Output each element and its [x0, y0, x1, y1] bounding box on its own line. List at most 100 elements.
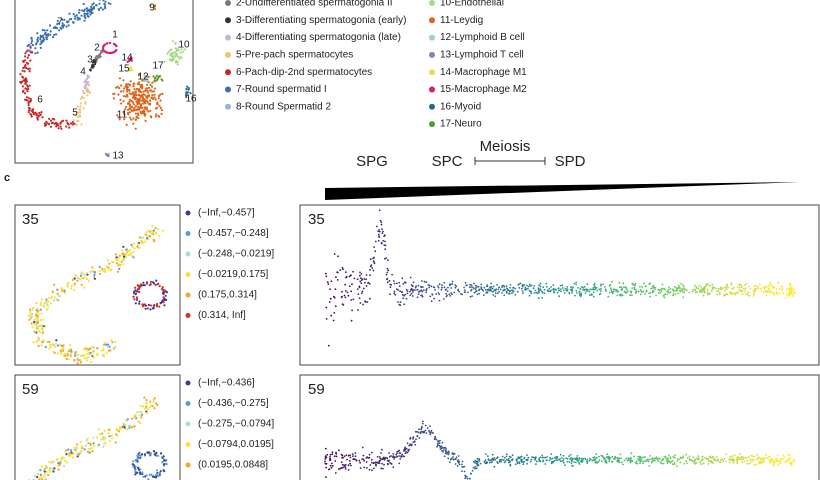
cell-dot — [384, 234, 386, 237]
cell-dot — [185, 95, 188, 99]
cell-dot — [26, 96, 29, 99]
cell-dot — [671, 463, 674, 465]
cell-dot — [490, 286, 493, 288]
cell-dot — [593, 456, 596, 459]
cell-dot — [651, 287, 654, 289]
cell-dot — [65, 125, 68, 128]
cell-dot — [126, 111, 130, 115]
cell-dot — [425, 291, 428, 294]
pseudotime-wedge — [325, 182, 800, 200]
cell-dot — [112, 51, 115, 54]
cell-dot — [572, 286, 574, 288]
cell-dot — [64, 450, 67, 453]
cell-dot — [41, 324, 44, 327]
cell-dot — [387, 269, 390, 272]
cell-dot — [45, 36, 48, 39]
cell-dot — [752, 290, 755, 292]
cell-dot — [663, 296, 666, 299]
cell-dot — [86, 437, 89, 440]
cell-dot — [592, 295, 595, 298]
cell-dot — [85, 12, 88, 15]
cell-dot — [40, 111, 43, 114]
cell-dot — [520, 287, 523, 290]
cell-dot — [161, 92, 164, 95]
cell-dot — [388, 452, 390, 454]
cell-dot — [502, 459, 505, 462]
cell-dot — [372, 260, 375, 263]
cell-dot — [412, 438, 414, 440]
cell-dot — [568, 291, 571, 294]
cell-dot — [612, 290, 615, 293]
cell-dot — [37, 329, 40, 332]
cell-dot — [441, 284, 443, 287]
cell-dot — [690, 459, 693, 461]
cell-dot — [771, 459, 774, 462]
cell-dot — [103, 2, 106, 5]
cell-dot — [141, 96, 145, 99]
cell-dot — [79, 102, 82, 105]
cell-dot — [448, 293, 451, 296]
cell-dot — [634, 288, 637, 291]
cell-dot — [771, 291, 773, 294]
cell-dot — [105, 153, 108, 156]
cell-dot — [454, 284, 457, 286]
cell-dot — [767, 289, 769, 292]
cell-dot — [156, 454, 160, 457]
cell-dot — [489, 459, 492, 462]
cell-dot — [685, 453, 687, 456]
cell-dot — [769, 290, 772, 293]
cell-dot — [139, 456, 142, 459]
cell-dot — [562, 454, 565, 457]
cell-dot — [523, 456, 526, 459]
cell-dot — [140, 91, 143, 94]
cell-dot — [664, 455, 667, 458]
cell-dot — [496, 284, 498, 286]
cell-dot — [83, 12, 86, 15]
cell-dot — [788, 291, 791, 294]
cell-dot — [158, 115, 161, 118]
cell-dot — [345, 271, 347, 273]
cell-dot — [676, 458, 679, 461]
cell-dot — [629, 457, 632, 460]
cell-dot — [139, 86, 142, 89]
cell-dot — [429, 425, 431, 427]
cell-dot — [788, 457, 790, 460]
cell-dot — [133, 286, 137, 289]
cell-dot — [37, 344, 40, 347]
cell-dot — [518, 461, 520, 463]
legend-label: 2-Undifferentiated spermatogonia II — [236, 0, 393, 9]
cell-dot — [91, 3, 94, 6]
cell-dot — [22, 89, 25, 92]
cell-dot — [677, 292, 679, 295]
cell-dot — [782, 292, 785, 295]
cell-dot — [418, 437, 421, 439]
cell-dot — [486, 285, 489, 288]
cell-dot — [145, 87, 148, 90]
cell-dot — [163, 298, 166, 302]
cell-dot — [110, 434, 113, 437]
cell-dot — [616, 294, 619, 297]
cell-dot — [749, 459, 752, 462]
cell-dot — [117, 256, 120, 259]
cell-dot — [63, 291, 67, 295]
cell-dot — [428, 429, 430, 432]
cell-dot — [669, 456, 672, 458]
cell-dot — [619, 293, 621, 296]
cell-dot — [443, 447, 445, 449]
cell-dot — [184, 94, 188, 97]
cell-dot — [135, 87, 138, 91]
cell-dot — [349, 456, 352, 459]
cell-dot — [578, 457, 581, 459]
cell-dot — [443, 298, 445, 300]
cell-dot — [446, 294, 449, 297]
cell-dot — [25, 99, 29, 102]
cell-dot — [570, 457, 572, 460]
cell-dot — [630, 290, 633, 293]
cell-dot — [740, 286, 743, 289]
cell-dot — [533, 292, 536, 294]
cell-dot — [139, 105, 142, 108]
cell-dot — [706, 288, 709, 291]
cell-dot — [61, 290, 64, 293]
cell-dot — [505, 290, 508, 293]
cell-dot — [430, 429, 433, 432]
